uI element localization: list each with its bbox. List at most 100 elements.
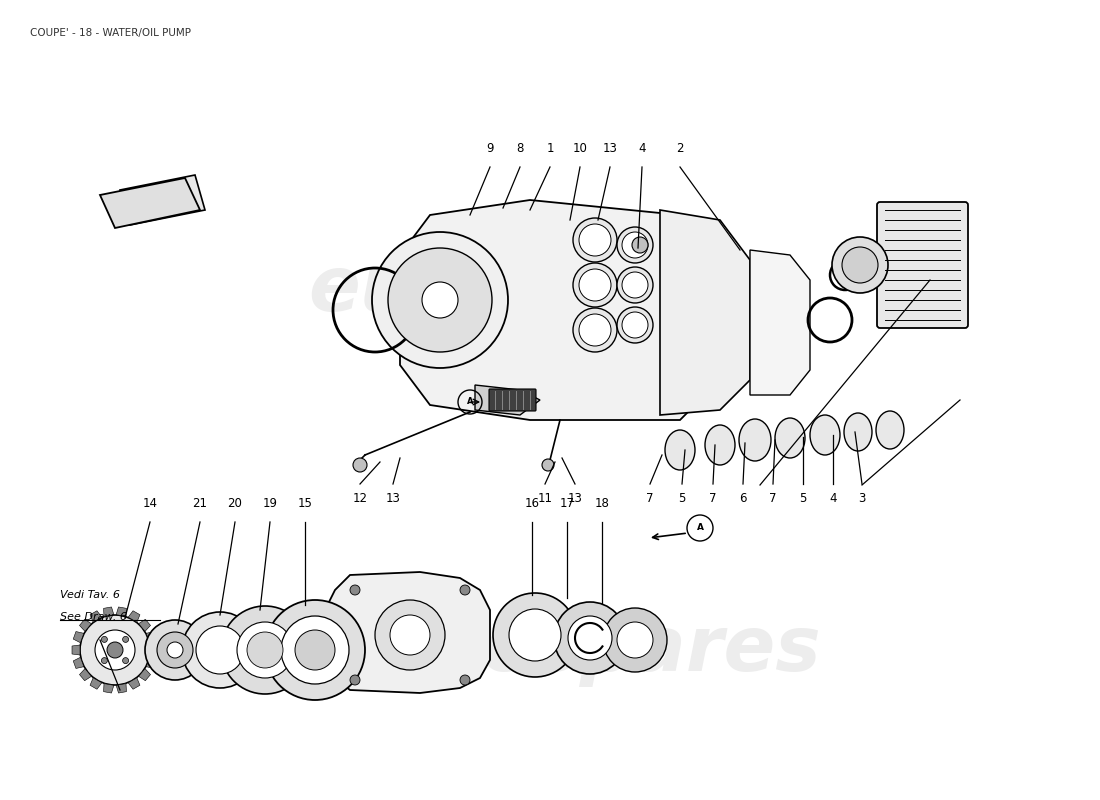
- Polygon shape: [324, 572, 490, 693]
- Text: 13: 13: [386, 492, 400, 505]
- Polygon shape: [139, 619, 151, 631]
- Circle shape: [509, 609, 561, 661]
- Circle shape: [842, 247, 878, 283]
- Circle shape: [617, 227, 653, 263]
- Text: 9: 9: [486, 142, 494, 155]
- Polygon shape: [150, 645, 158, 655]
- Circle shape: [372, 232, 508, 368]
- Text: 10: 10: [573, 142, 587, 155]
- Text: 12: 12: [352, 492, 367, 505]
- Circle shape: [221, 606, 309, 694]
- Circle shape: [295, 630, 336, 670]
- Text: 3: 3: [858, 492, 866, 505]
- Text: eurospares: eurospares: [339, 613, 822, 687]
- Circle shape: [573, 308, 617, 352]
- Circle shape: [101, 636, 108, 642]
- Text: Vedi Tav. 6: Vedi Tav. 6: [60, 590, 120, 600]
- Circle shape: [350, 675, 360, 685]
- Polygon shape: [103, 684, 113, 693]
- Circle shape: [603, 608, 667, 672]
- Polygon shape: [750, 250, 810, 395]
- Polygon shape: [74, 631, 84, 642]
- Circle shape: [579, 224, 610, 256]
- Ellipse shape: [876, 411, 904, 449]
- Circle shape: [350, 585, 360, 595]
- Circle shape: [236, 622, 293, 678]
- Circle shape: [107, 642, 123, 658]
- Circle shape: [248, 632, 283, 668]
- Text: A: A: [466, 398, 473, 406]
- Circle shape: [122, 636, 129, 642]
- Circle shape: [579, 314, 610, 346]
- Circle shape: [196, 626, 244, 674]
- Circle shape: [353, 458, 367, 472]
- Circle shape: [390, 615, 430, 655]
- Circle shape: [80, 615, 150, 685]
- Circle shape: [621, 232, 648, 258]
- Polygon shape: [79, 619, 91, 631]
- Text: 17: 17: [560, 497, 574, 510]
- Text: 19: 19: [263, 497, 277, 510]
- Text: 5: 5: [800, 492, 806, 505]
- Text: 8: 8: [516, 142, 524, 155]
- Circle shape: [621, 272, 648, 298]
- Polygon shape: [79, 669, 91, 681]
- Circle shape: [579, 269, 610, 301]
- Circle shape: [265, 600, 365, 700]
- Polygon shape: [400, 200, 710, 420]
- Polygon shape: [146, 658, 157, 669]
- Text: 14: 14: [143, 497, 157, 510]
- Polygon shape: [100, 178, 200, 228]
- Circle shape: [460, 585, 470, 595]
- Text: 7: 7: [647, 492, 653, 505]
- Text: 13: 13: [603, 142, 617, 155]
- Text: eurospares: eurospares: [309, 253, 791, 327]
- Circle shape: [832, 237, 888, 293]
- Polygon shape: [120, 175, 205, 225]
- Circle shape: [573, 263, 617, 307]
- Text: 4: 4: [638, 142, 646, 155]
- Text: 7: 7: [710, 492, 717, 505]
- Circle shape: [95, 630, 135, 670]
- Circle shape: [375, 600, 446, 670]
- Ellipse shape: [844, 413, 872, 451]
- Polygon shape: [139, 669, 151, 681]
- Circle shape: [157, 632, 192, 668]
- Ellipse shape: [666, 430, 695, 470]
- Text: 6: 6: [739, 492, 747, 505]
- Circle shape: [493, 593, 578, 677]
- Polygon shape: [117, 684, 126, 693]
- Ellipse shape: [739, 419, 771, 461]
- Circle shape: [617, 622, 653, 658]
- Circle shape: [617, 307, 653, 343]
- Text: 20: 20: [228, 497, 242, 510]
- Circle shape: [617, 267, 653, 303]
- Text: 13: 13: [568, 492, 582, 505]
- FancyBboxPatch shape: [490, 389, 536, 411]
- Circle shape: [280, 616, 349, 684]
- Ellipse shape: [705, 425, 735, 465]
- Ellipse shape: [810, 415, 840, 455]
- Circle shape: [632, 237, 648, 253]
- Polygon shape: [74, 658, 84, 669]
- Polygon shape: [72, 645, 80, 655]
- Polygon shape: [129, 610, 140, 622]
- Circle shape: [182, 612, 258, 688]
- Text: 4: 4: [829, 492, 837, 505]
- Ellipse shape: [776, 418, 805, 458]
- Text: 5: 5: [679, 492, 685, 505]
- Circle shape: [573, 218, 617, 262]
- Circle shape: [101, 658, 108, 664]
- Circle shape: [167, 642, 183, 658]
- Polygon shape: [129, 678, 140, 690]
- Circle shape: [388, 248, 492, 352]
- Circle shape: [422, 282, 458, 318]
- Text: 1: 1: [547, 142, 553, 155]
- Polygon shape: [103, 607, 113, 616]
- Text: See Draw. 6: See Draw. 6: [60, 612, 126, 622]
- Circle shape: [568, 616, 612, 660]
- Text: COUPE' - 18 - WATER/OIL PUMP: COUPE' - 18 - WATER/OIL PUMP: [30, 28, 191, 38]
- Polygon shape: [146, 631, 157, 642]
- Circle shape: [621, 312, 648, 338]
- Polygon shape: [90, 610, 102, 622]
